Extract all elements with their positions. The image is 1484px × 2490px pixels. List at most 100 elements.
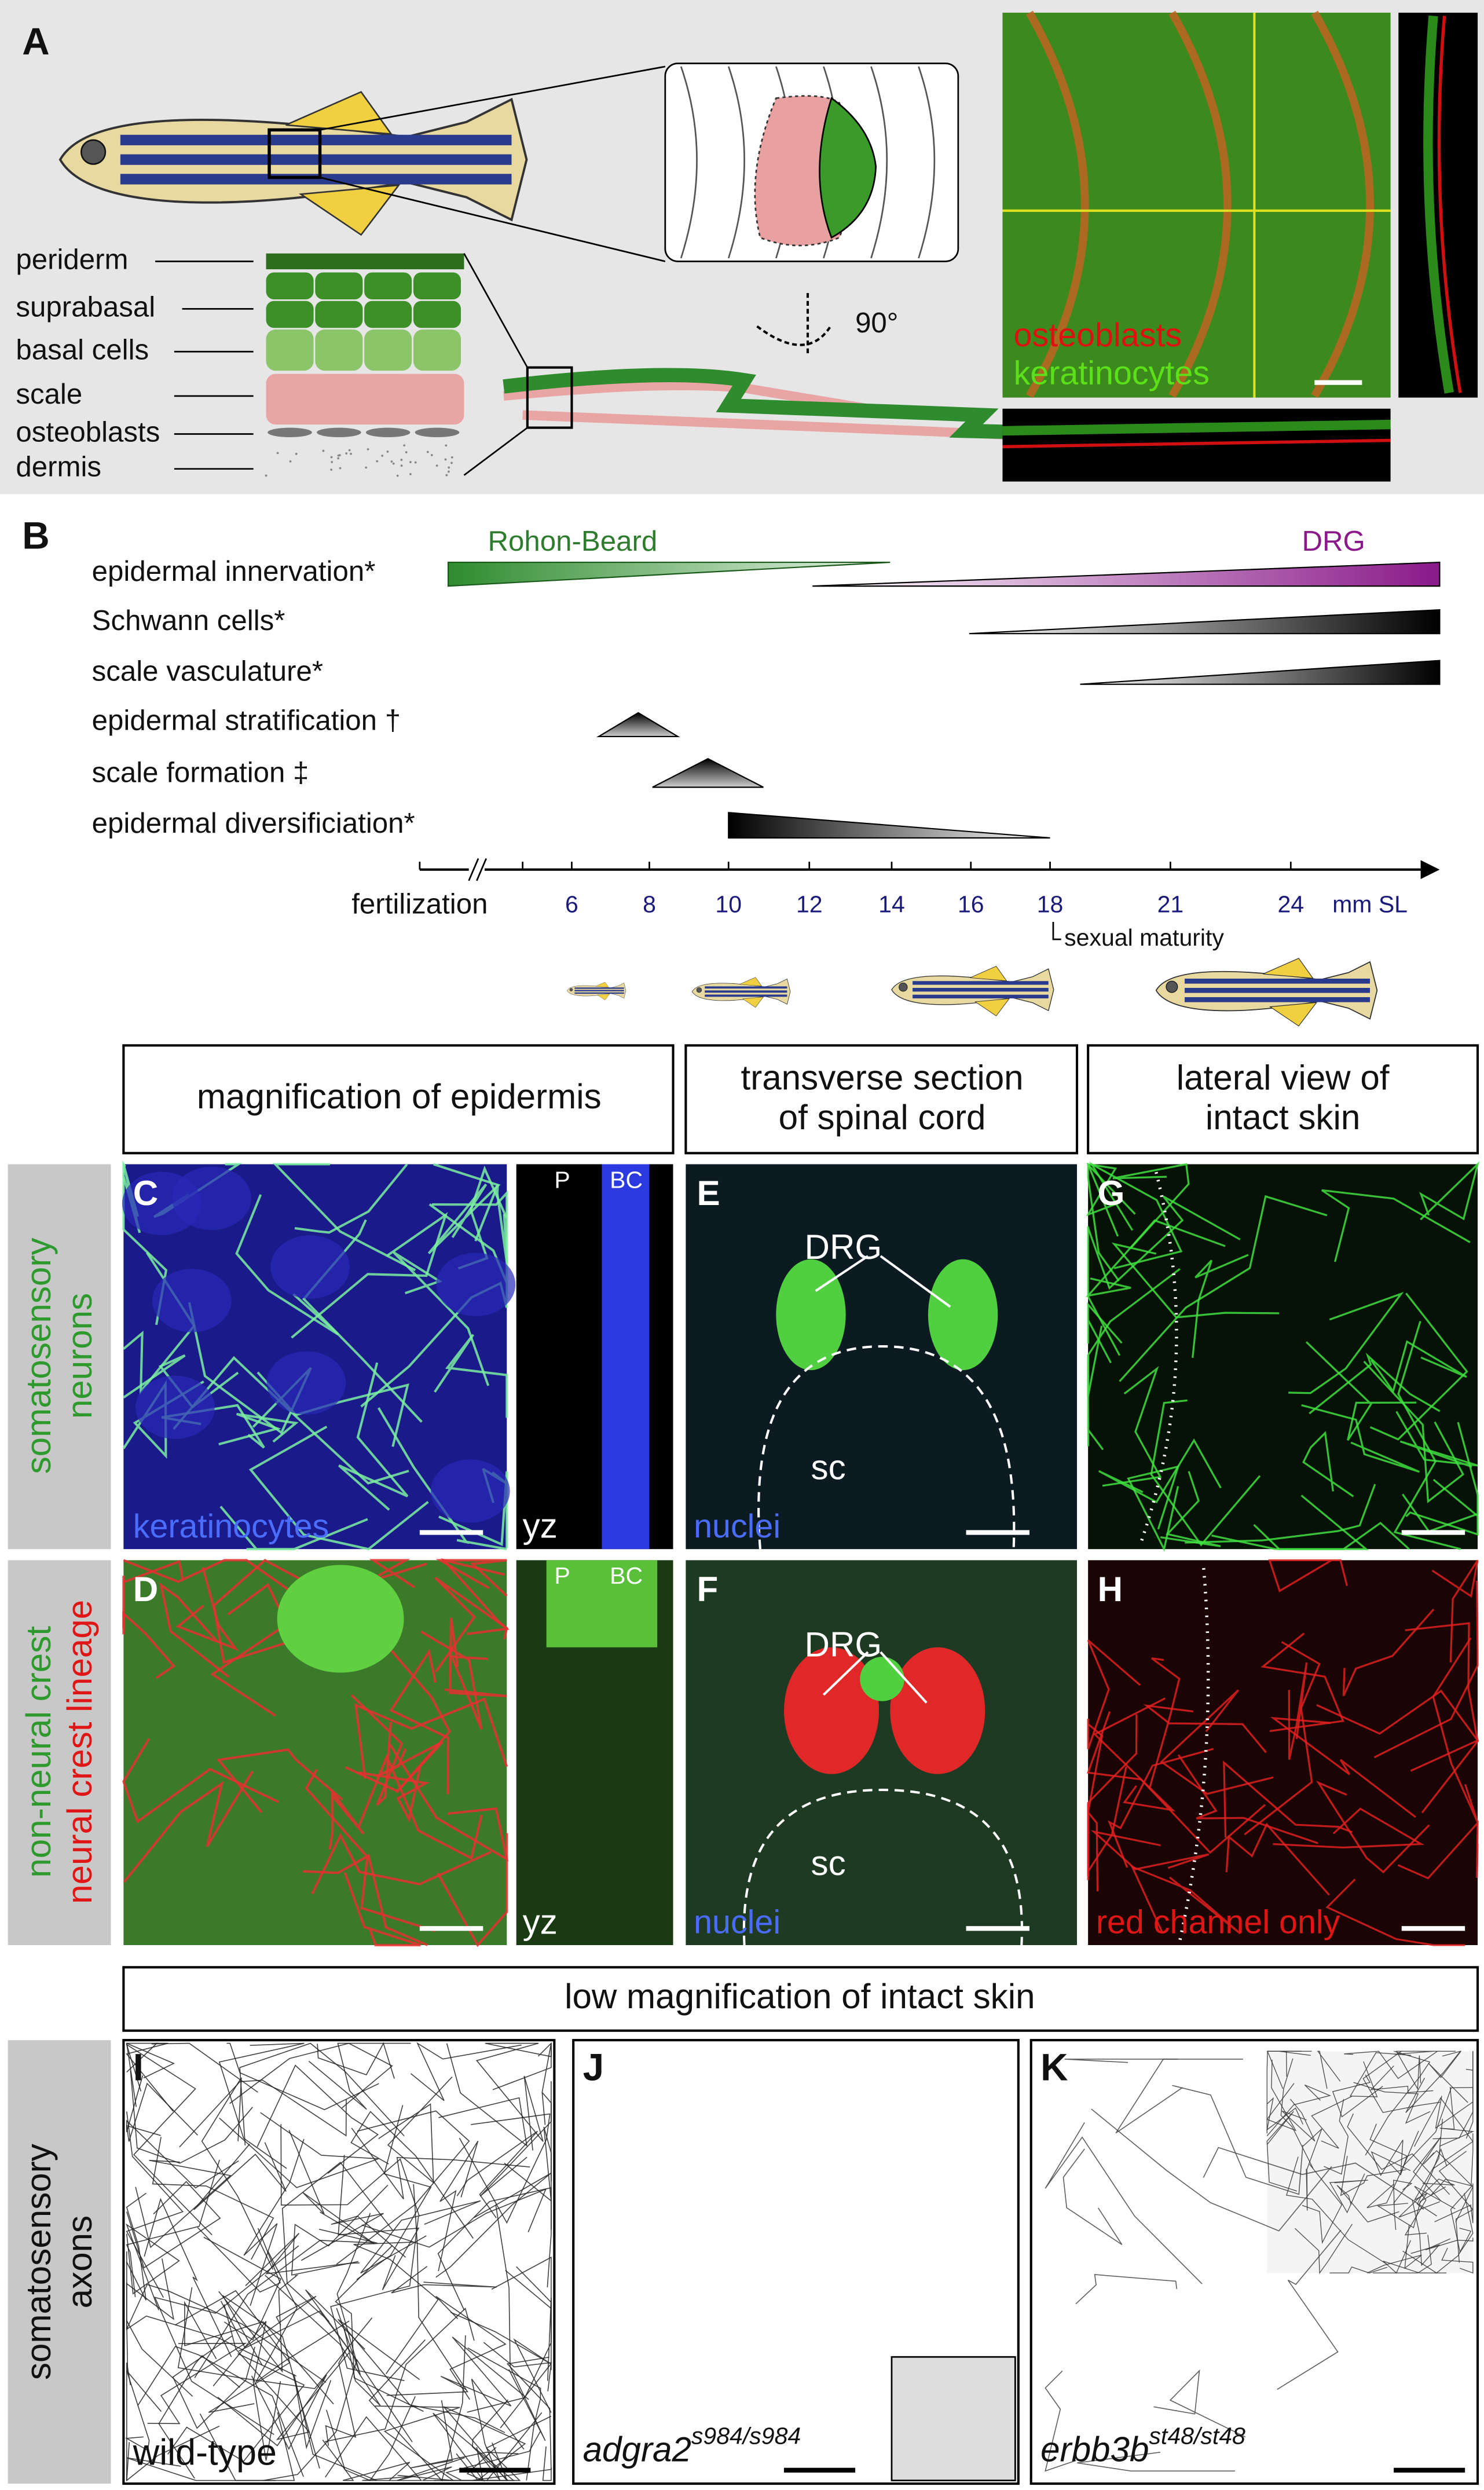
axon <box>1045 2370 1076 2472</box>
tick-label: 8 <box>643 891 656 917</box>
axon <box>393 1251 490 1386</box>
axon <box>444 1617 507 1698</box>
axon <box>1402 1422 1479 1533</box>
fish-fin <box>742 997 764 1008</box>
axon <box>1324 2099 1349 2175</box>
axon <box>1225 1822 1330 1896</box>
axon <box>154 2245 299 2435</box>
axon <box>456 2130 538 2218</box>
basal-cell <box>315 329 363 371</box>
dermis-dot <box>337 454 340 457</box>
basal-cell <box>266 329 314 371</box>
fish <box>891 966 1054 1016</box>
dermis-dot <box>330 468 333 471</box>
axon <box>1404 2185 1456 2236</box>
axon <box>1383 2240 1447 2274</box>
row-header-bg <box>8 1164 111 1550</box>
axon <box>338 2155 420 2290</box>
layer-label: dermis <box>16 451 101 483</box>
axon <box>1369 1292 1468 1441</box>
scale-outline <box>918 66 936 259</box>
axon <box>1261 1632 1344 1733</box>
axon <box>135 2159 232 2249</box>
axon <box>1371 2140 1411 2176</box>
axon <box>1329 2173 1368 2214</box>
axon <box>1172 2085 1303 2195</box>
axon <box>1087 1226 1121 1356</box>
axon <box>281 2162 393 2322</box>
axon <box>126 2159 220 2297</box>
axon <box>126 2457 276 2481</box>
dermis-dot <box>386 451 389 453</box>
scale-bar <box>1401 1926 1465 1931</box>
axon <box>1266 2051 1284 2134</box>
drg <box>890 1647 985 1774</box>
micrograph <box>1002 12 1391 398</box>
dermis-dot <box>376 460 379 463</box>
axon <box>126 2042 174 2112</box>
axon <box>386 2184 468 2396</box>
keratinocyte <box>266 1351 346 1415</box>
keratinocyte <box>270 1235 350 1299</box>
axon <box>317 2042 395 2079</box>
row-header: somatosensory <box>19 2144 58 2380</box>
axon <box>324 2307 475 2443</box>
axon <box>1273 1807 1425 1849</box>
suprabasal-cell <box>315 272 363 300</box>
axon <box>1321 1189 1471 1262</box>
tick-label: 16 <box>958 891 984 917</box>
axon <box>126 2075 239 2189</box>
genotype-label: adgra2s984/s984 <box>583 2423 801 2469</box>
arrow <box>822 1651 928 1704</box>
axon <box>438 1471 508 1548</box>
micrograph <box>686 1560 1078 1946</box>
fish-fin <box>285 91 393 135</box>
axis-unit: mm SL <box>1332 891 1408 917</box>
fish-eye <box>696 987 702 993</box>
axon <box>265 2275 381 2406</box>
axon <box>1402 2228 1472 2274</box>
panel-label: D <box>133 1570 158 1609</box>
axon <box>450 2312 552 2413</box>
axon <box>368 2335 466 2482</box>
yz-signal <box>546 1560 658 1647</box>
dermis-dot <box>403 444 406 447</box>
axon <box>445 2431 541 2481</box>
osteoblast-edge <box>1168 10 1232 398</box>
fish <box>1155 958 1378 1027</box>
suprabasal-cell <box>364 301 412 328</box>
tick-label: 24 <box>1277 891 1304 917</box>
axon <box>336 2213 371 2375</box>
channel-label: nuclei <box>694 1508 781 1545</box>
axon <box>245 2232 360 2286</box>
axon <box>1087 1268 1181 1397</box>
axon <box>294 1163 408 1234</box>
axon <box>1376 2186 1446 2229</box>
dermis-dot <box>409 473 412 475</box>
scale-layer <box>266 374 464 425</box>
axon <box>291 1212 448 1339</box>
neuron <box>860 1657 904 1701</box>
dermis-dot <box>365 466 368 469</box>
panel-label: A <box>22 20 49 63</box>
axon <box>351 2128 530 2199</box>
axon <box>126 2425 220 2482</box>
header-box <box>122 1966 1479 2032</box>
row-label: scale formation ‡ <box>92 757 309 789</box>
axon <box>293 2374 377 2481</box>
suprabasal-cell <box>266 301 314 328</box>
scale-bar <box>966 1530 1029 1535</box>
axon <box>1266 2060 1297 2132</box>
axon <box>1317 2050 1341 2089</box>
axon <box>212 2321 281 2461</box>
column-header: low magnification of intact skin <box>565 1977 1035 2016</box>
scale-bar <box>419 1530 483 1535</box>
axon <box>1432 1637 1479 1823</box>
axon <box>435 2295 507 2400</box>
axon <box>1398 2178 1455 2218</box>
axon <box>219 2112 379 2188</box>
row-header: neurons <box>60 1293 99 1419</box>
layer-mark: P <box>554 1166 570 1193</box>
cord-outline <box>742 1788 1024 1946</box>
row-label: Schwann cells* <box>92 605 285 636</box>
